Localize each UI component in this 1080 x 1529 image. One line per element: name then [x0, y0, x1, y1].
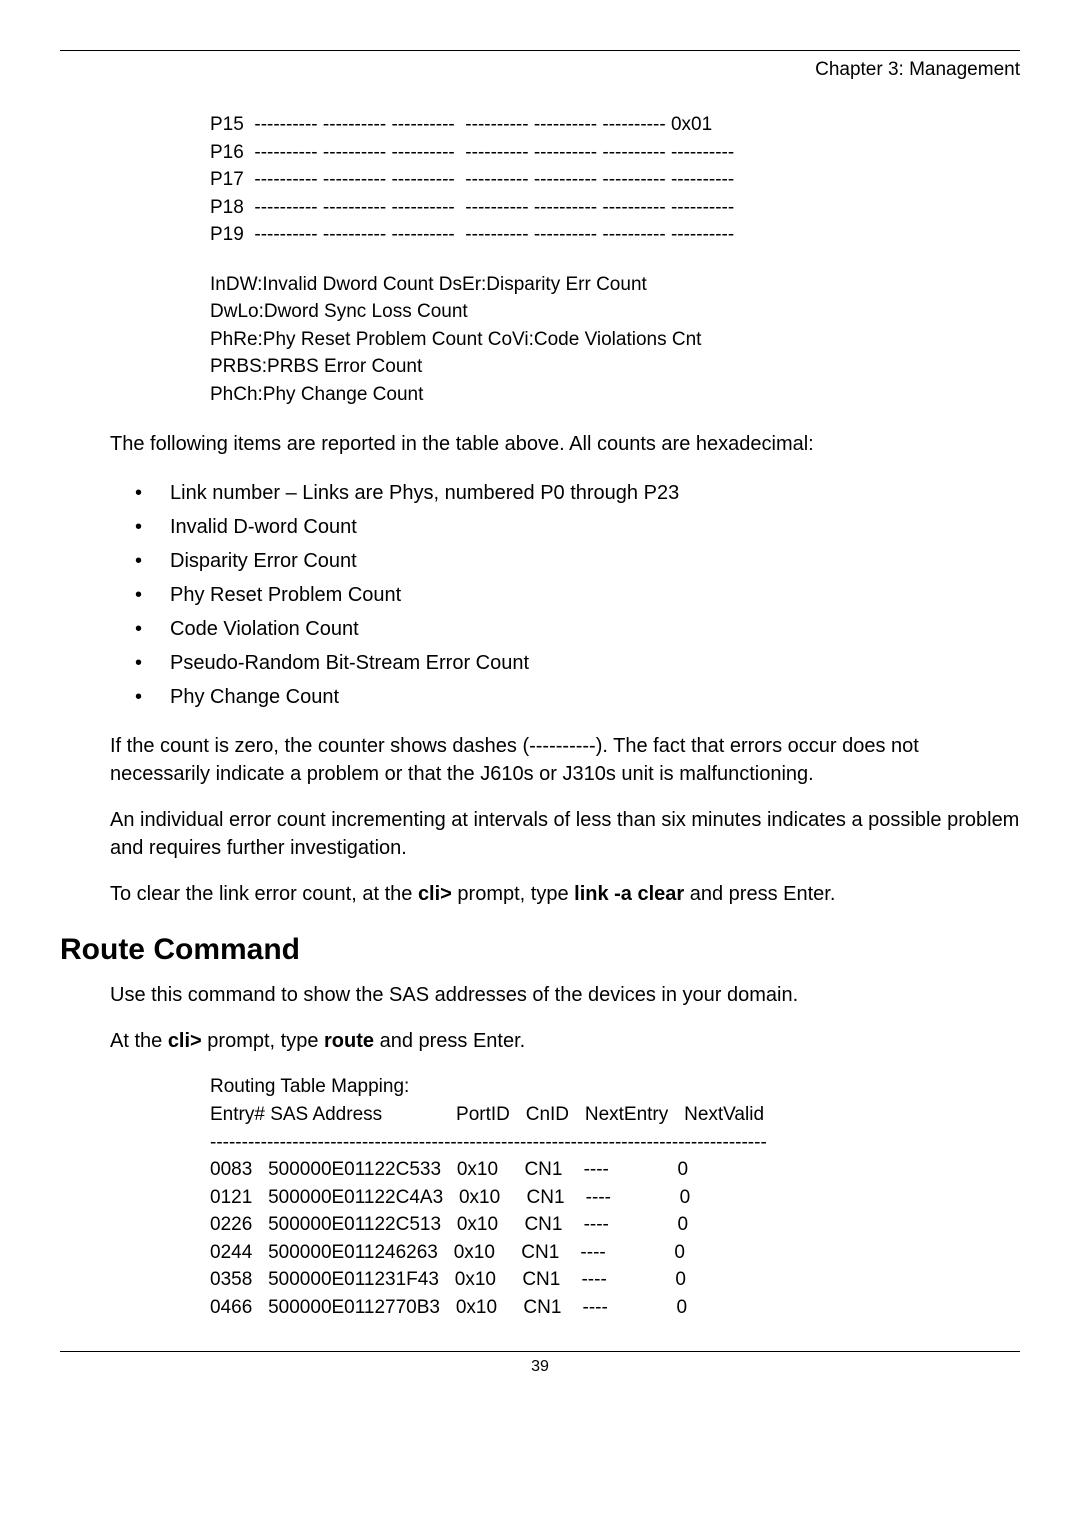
cli-prompt: cli>	[418, 883, 452, 905]
paragraph: At the cli> prompt, type route and press…	[110, 1027, 1020, 1055]
routing-table: Routing Table Mapping: Entry# SAS Addres…	[210, 1073, 1020, 1321]
page-number: 39	[60, 1358, 1020, 1376]
text: To clear the link error count, at the	[110, 883, 418, 905]
paragraph: If the count is zero, the counter shows …	[110, 732, 1020, 788]
route-command-heading: Route Command	[60, 933, 1020, 967]
table-row: 0083 500000E01122C533 0x10 CN1 ---- 0	[210, 1159, 688, 1180]
list-item: Link number – Links are Phys, numbered P…	[130, 476, 1020, 510]
table-row: 0358 500000E011231F43 0x10 CN1 ---- 0	[210, 1269, 686, 1290]
legend-line: InDW:Invalid Dword Count DsEr:Disparity …	[210, 271, 1020, 299]
text: At the	[110, 1030, 168, 1052]
table-row: 0121 500000E01122C4A3 0x10 CN1 ---- 0	[210, 1187, 690, 1208]
list-item: Code Violation Count	[130, 612, 1020, 646]
list-item: Disparity Error Count	[130, 544, 1020, 578]
cli-prompt: cli>	[168, 1030, 202, 1052]
paragraph: An individual error count incrementing a…	[110, 806, 1020, 862]
link-row: P17 ---------- ---------- ---------- ---…	[210, 169, 734, 190]
text: and press Enter.	[684, 883, 835, 905]
legend-line: PhRe:Phy Reset Problem Count CoVi:Code V…	[210, 326, 1020, 354]
intro-paragraph: The following items are reported in the …	[110, 430, 1020, 458]
command-text: link -a clear	[574, 883, 684, 905]
link-row: P18 ---------- ---------- ---------- ---…	[210, 197, 734, 218]
command-text: route	[324, 1030, 374, 1052]
table-title: Routing Table Mapping:	[210, 1076, 409, 1097]
footer-rule	[60, 1351, 1020, 1352]
legend-line: PhCh:Phy Change Count	[210, 381, 1020, 409]
link-row: P15 ---------- ---------- ---------- ---…	[210, 114, 712, 135]
text: and press Enter.	[374, 1030, 525, 1052]
list-item: Phy Reset Problem Count	[130, 578, 1020, 612]
header-rule	[60, 50, 1020, 51]
table-row: 0226 500000E01122C513 0x10 CN1 ---- 0	[210, 1214, 688, 1235]
text: prompt, type	[202, 1030, 324, 1052]
list-item: Phy Change Count	[130, 680, 1020, 714]
legend-block: InDW:Invalid Dword Count DsEr:Disparity …	[210, 271, 1020, 409]
counts-list: Link number – Links are Phys, numbered P…	[130, 476, 1020, 714]
list-item: Invalid D-word Count	[130, 510, 1020, 544]
link-row: P16 ---------- ---------- ---------- ---…	[210, 142, 734, 163]
list-item: Pseudo-Random Bit-Stream Error Count	[130, 646, 1020, 680]
text: prompt, type	[452, 883, 574, 905]
link-row: P19 ---------- ---------- ---------- ---…	[210, 224, 734, 245]
legend-line: PRBS:PRBS Error Count	[210, 353, 1020, 381]
legend-line: DwLo:Dword Sync Loss Count	[210, 298, 1020, 326]
table-row: 0466 500000E0112770B3 0x10 CN1 ---- 0	[210, 1297, 687, 1318]
table-header: Entry# SAS Address PortID CnID NextEntry…	[210, 1104, 764, 1125]
link-status-table: P15 ---------- ---------- ---------- ---…	[210, 111, 1020, 249]
paragraph: Use this command to show the SAS address…	[110, 981, 1020, 1009]
chapter-label: Chapter 3: Management	[60, 59, 1020, 81]
table-row: 0244 500000E011246263 0x10 CN1 ---- 0	[210, 1242, 685, 1263]
paragraph: To clear the link error count, at the cl…	[110, 880, 1020, 908]
table-divider: ----------------------------------------…	[210, 1132, 767, 1153]
